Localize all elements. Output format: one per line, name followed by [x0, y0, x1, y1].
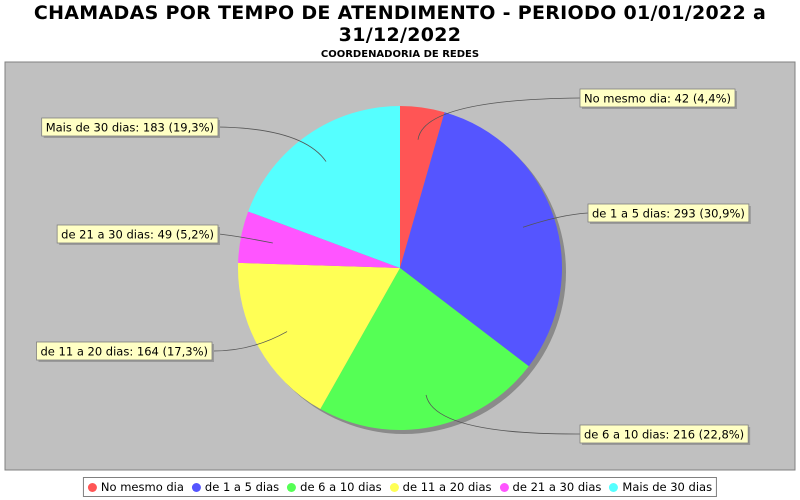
label-box: [36, 341, 213, 361]
legend-item: de 6 a 10 dias: [287, 480, 382, 494]
legend-item: de 11 a 20 dias: [389, 480, 492, 494]
data-label: de 21 a 30 dias: 49 (5,2%): [61, 228, 214, 242]
legend-label: de 11 a 20 dias: [402, 480, 492, 494]
data-label: No mesmo dia: 42 (4,4%): [584, 92, 731, 106]
pie-slice: [320, 268, 529, 430]
leader-line: [522, 212, 589, 228]
pie-slice: [248, 105, 400, 268]
legend-label: de 1 a 5 dias: [204, 480, 280, 494]
data-label: Mais de 30 dias: 183 (19,3%): [46, 121, 214, 135]
legend: No mesmo dia de 1 a 5 dias de 6 a 10 dias d…: [82, 477, 718, 497]
legend-swatch: [609, 482, 619, 492]
label-box: [579, 88, 736, 108]
legend-swatch: [191, 482, 201, 492]
leader-line: [417, 97, 581, 140]
pie-slice: [238, 211, 400, 268]
legend-item: de 1 a 5 dias: [191, 480, 280, 494]
leader-line: [217, 126, 327, 162]
leader-line: [217, 233, 273, 244]
legend-label: de 6 a 10 dias: [300, 480, 382, 494]
label-box: [41, 117, 219, 137]
data-label: de 11 a 20 dias: 164 (17,3%): [41, 345, 209, 359]
legend-swatch: [499, 482, 509, 492]
legend-swatch: [87, 482, 97, 492]
chart: No mesmo dia: 42 (4,4%) de 1 a 5 dias: 29…: [4, 61, 796, 471]
chart-subtitle: COORDENADORIA DE REDES: [320, 49, 480, 60]
legend-label: de 21 a 30 dias: [512, 480, 602, 494]
leader-line: [211, 331, 288, 352]
legend-swatch: [389, 482, 399, 492]
pie-slice: [400, 106, 445, 268]
data-label: de 6 a 10 dias: 216 (22,8%): [584, 428, 744, 442]
chart-title: CHAMADAS POR TEMPO DE ATENDIMENTO - PERI…: [33, 2, 767, 46]
legend-label: No mesmo dia: [100, 480, 184, 494]
label-box: [587, 203, 750, 223]
legend-item: de 21 a 30 dias: [499, 480, 602, 494]
legend-swatch: [287, 482, 297, 492]
leader-line: [425, 394, 581, 435]
label-box: [56, 224, 219, 244]
data-label: de 1 a 5 dias: 293 (30,9%): [592, 207, 745, 221]
pie-slice: [400, 112, 562, 367]
legend-label: Mais de 30 dias: [622, 480, 713, 494]
legend-item: Mais de 30 dias: [609, 480, 712, 494]
pie-slice: [238, 262, 400, 410]
legend-item: No mesmo dia: [87, 480, 184, 494]
label-box: [579, 424, 749, 444]
